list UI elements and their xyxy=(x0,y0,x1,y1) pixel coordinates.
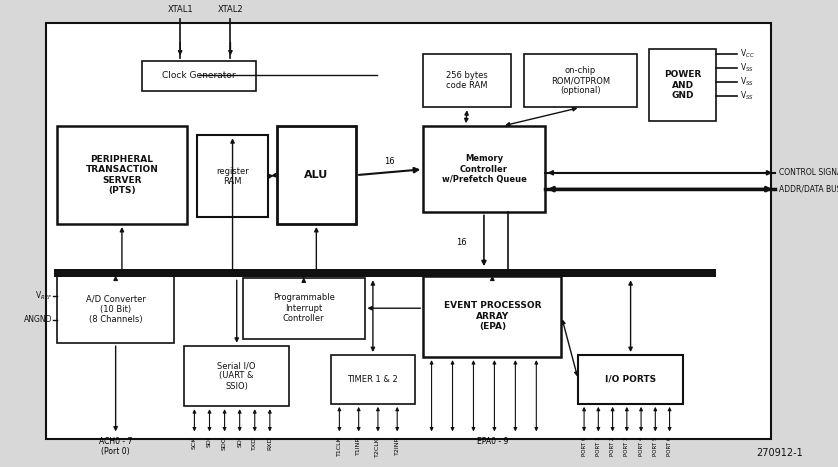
FancyBboxPatch shape xyxy=(197,135,268,217)
Text: 256 bytes
code RAM: 256 bytes code RAM xyxy=(447,71,488,90)
Text: EVENT PROCESSOR
ARRAY
(EPA): EVENT PROCESSOR ARRAY (EPA) xyxy=(443,302,541,331)
Text: SDI: SDI xyxy=(207,437,212,447)
Text: T2CLK: T2CLK xyxy=(375,437,380,457)
Text: V$_{SS}$: V$_{SS}$ xyxy=(740,90,754,102)
FancyBboxPatch shape xyxy=(277,126,356,224)
FancyBboxPatch shape xyxy=(331,355,415,404)
FancyBboxPatch shape xyxy=(524,54,637,107)
FancyBboxPatch shape xyxy=(54,269,716,277)
FancyBboxPatch shape xyxy=(423,126,545,212)
Text: I/O PORTS: I/O PORTS xyxy=(605,375,656,384)
Text: PORT 5: PORT 5 xyxy=(653,437,658,456)
FancyBboxPatch shape xyxy=(423,54,511,107)
FancyBboxPatch shape xyxy=(57,276,174,343)
Text: SDO: SDO xyxy=(222,437,227,450)
Text: EPA0 - 9: EPA0 - 9 xyxy=(477,437,508,446)
Text: TIMER 1 & 2: TIMER 1 & 2 xyxy=(348,375,398,384)
Text: PORT 1: PORT 1 xyxy=(596,437,601,456)
Text: Programmable
Interrupt
Controller: Programmable Interrupt Controller xyxy=(273,293,334,323)
Text: PORT 0: PORT 0 xyxy=(582,437,587,456)
Text: SCK: SCK xyxy=(192,437,197,449)
Text: XTAL2: XTAL2 xyxy=(218,5,243,14)
Text: PORT 4: PORT 4 xyxy=(639,437,644,456)
Text: PORT 3: PORT 3 xyxy=(624,437,629,456)
Text: ANGND: ANGND xyxy=(24,315,53,324)
FancyBboxPatch shape xyxy=(142,61,256,91)
FancyBboxPatch shape xyxy=(423,276,561,357)
Text: ADDR/DATA BUS: ADDR/DATA BUS xyxy=(779,184,838,194)
Text: A/D Converter
(10 Bit)
(8 Channels): A/D Converter (10 Bit) (8 Channels) xyxy=(85,295,146,324)
Text: T1CLK: T1CLK xyxy=(337,437,342,456)
FancyBboxPatch shape xyxy=(649,49,716,121)
Text: PERIPHERAL
TRANSACTION
SERVER
(PTS): PERIPHERAL TRANSACTION SERVER (PTS) xyxy=(85,155,158,195)
Text: PORT 2: PORT 2 xyxy=(610,437,615,456)
Text: ALU: ALU xyxy=(304,170,328,180)
Text: 16: 16 xyxy=(385,157,395,166)
Text: Clock Generator: Clock Generator xyxy=(163,71,235,80)
Text: on-chip
ROM/OTPROM
(optional): on-chip ROM/OTPROM (optional) xyxy=(551,66,610,95)
FancyBboxPatch shape xyxy=(578,355,683,404)
Text: RXD: RXD xyxy=(267,437,272,450)
Text: 270912-1: 270912-1 xyxy=(756,448,803,458)
Text: XTAL1: XTAL1 xyxy=(168,5,193,14)
Text: TXD: TXD xyxy=(252,437,257,450)
Text: SDI: SDI xyxy=(237,437,242,447)
Text: ACH0 - 7
(Port 0): ACH0 - 7 (Port 0) xyxy=(99,437,132,456)
Text: Memory
Controller
w/Prefetch Queue: Memory Controller w/Prefetch Queue xyxy=(442,155,526,184)
Text: PORT 6: PORT 6 xyxy=(667,437,672,456)
Text: V$_{REF}$: V$_{REF}$ xyxy=(35,290,53,302)
Text: 16: 16 xyxy=(457,238,468,248)
Text: CONTROL SIGNALS: CONTROL SIGNALS xyxy=(779,168,838,177)
FancyBboxPatch shape xyxy=(184,346,289,406)
Text: Serial I/O
(UART &
SSIO): Serial I/O (UART & SSIO) xyxy=(218,361,256,391)
FancyBboxPatch shape xyxy=(243,278,365,339)
FancyBboxPatch shape xyxy=(46,23,771,439)
FancyBboxPatch shape xyxy=(57,126,187,224)
Text: V$_{SS}$: V$_{SS}$ xyxy=(740,62,754,74)
Text: T2INR: T2INR xyxy=(395,437,400,455)
Text: V$_{CC}$: V$_{CC}$ xyxy=(740,48,755,60)
Text: V$_{SS}$: V$_{SS}$ xyxy=(740,76,754,88)
Text: POWER
AND
GND: POWER AND GND xyxy=(665,71,701,100)
Text: T1INR: T1INR xyxy=(356,437,361,455)
Text: register
RAM: register RAM xyxy=(216,167,249,186)
